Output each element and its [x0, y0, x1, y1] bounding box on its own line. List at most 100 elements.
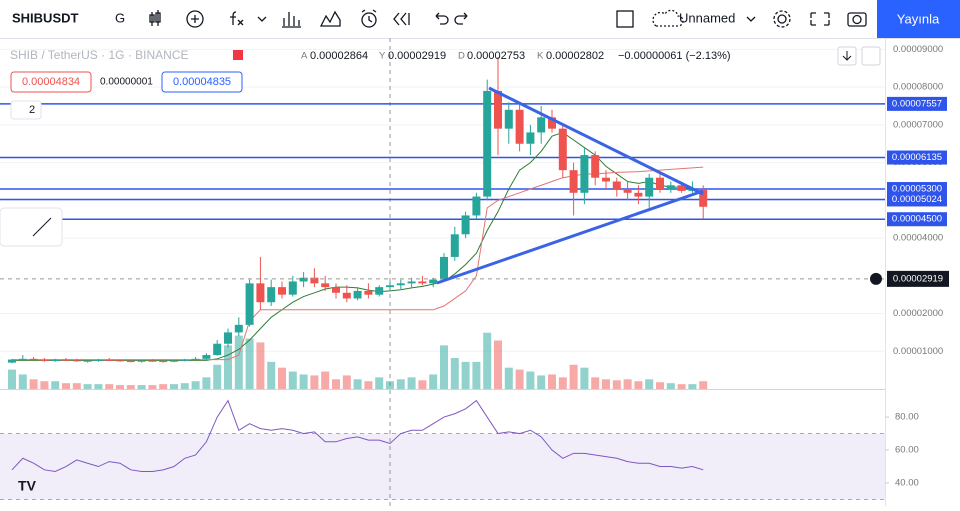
volume-bar	[105, 384, 114, 389]
y-tick-label: 0.00001000	[893, 346, 943, 357]
candle-body	[51, 359, 60, 361]
change: −0.00000061 (−2.13%)	[618, 50, 731, 62]
candle-body	[558, 128, 567, 171]
candle-body	[612, 181, 621, 190]
volume-bar	[677, 384, 686, 389]
close-value: 0.00002802	[546, 50, 604, 62]
triangle-drawing	[436, 86, 704, 285]
volume-bar	[332, 379, 340, 389]
candle-body	[105, 359, 114, 361]
volume-bar	[429, 374, 438, 389]
volume-bar	[321, 371, 330, 389]
candle-body	[645, 177, 654, 197]
volume-bar	[407, 377, 416, 389]
candle-body	[191, 358, 200, 360]
candle-body	[364, 290, 373, 295]
candle-body	[180, 359, 189, 361]
candle-body	[310, 277, 319, 284]
volume-bar	[18, 374, 27, 389]
candle-body	[396, 283, 405, 286]
volume-bar	[450, 357, 459, 389]
candle-body	[375, 287, 384, 295]
toolbar-icons[interactable]	[149, 9, 867, 28]
sell-price[interactable]: 0.00004834	[22, 76, 80, 88]
level-label: 0.00005024	[892, 194, 942, 205]
candle-body	[29, 358, 38, 360]
candle-body	[461, 215, 470, 235]
volume-bar	[396, 379, 405, 389]
candle-body	[137, 360, 146, 362]
layout-name[interactable]: Unnamed	[679, 10, 735, 25]
candle-body	[299, 277, 308, 282]
buy-price[interactable]: 0.00004835	[173, 76, 231, 88]
volume-bar	[342, 375, 351, 389]
candle-body	[666, 185, 675, 190]
indicators-count[interactable]: 2	[29, 104, 35, 116]
candle-body	[515, 109, 524, 144]
publish-label[interactable]: Yayınla	[897, 11, 940, 26]
candle-body	[526, 132, 535, 144]
candle-body	[656, 177, 664, 190]
level-tag	[887, 96, 947, 111]
volume-bar	[148, 385, 157, 389]
interval[interactable]: G	[115, 10, 125, 25]
candle-body	[62, 359, 70, 361]
volume-bar	[656, 382, 664, 389]
volume-bar	[40, 381, 49, 389]
trend-line-icon[interactable]	[32, 217, 52, 237]
close-label: K	[537, 51, 544, 62]
candle-body	[407, 281, 416, 284]
candle-body	[418, 281, 427, 284]
volume-bar	[159, 384, 168, 389]
symbol[interactable]: SHIBUSDT	[12, 10, 79, 25]
volume-bar	[256, 342, 265, 389]
volume-bar	[310, 375, 319, 389]
legend-title: SHIB / TetherUS · 1G · BINANCE	[10, 48, 189, 62]
volume-bar	[29, 379, 38, 389]
volume-bar	[137, 385, 146, 389]
candle-body	[83, 360, 92, 362]
market-flag	[233, 50, 243, 60]
volume-bar	[472, 361, 481, 389]
candle-body	[623, 189, 632, 193]
drawing-tool[interactable]	[0, 207, 63, 247]
candle-body	[472, 196, 481, 216]
level-tag	[887, 192, 947, 207]
y-tick-label: 0.00008000	[893, 82, 943, 93]
volume-bar	[234, 335, 243, 389]
candle-body	[699, 189, 708, 207]
volume-bar	[202, 377, 211, 389]
sell-box[interactable]	[10, 71, 92, 93]
volume-bar	[8, 369, 16, 389]
volume-bar	[602, 379, 610, 389]
candle-body	[440, 256, 448, 280]
volume-bar	[483, 332, 492, 389]
volume-bar	[623, 379, 632, 389]
candle-body	[386, 285, 394, 288]
level-tag	[887, 150, 947, 165]
publish-button[interactable]	[877, 0, 960, 38]
candle-body	[170, 360, 178, 362]
volume-bar	[213, 364, 222, 389]
level-label: 0.00007557	[892, 98, 942, 109]
candle-body	[537, 117, 546, 133]
y-tick-label: 0.00004000	[893, 233, 943, 244]
volume-bar	[666, 383, 675, 389]
candle-body	[591, 155, 600, 178]
rsi-line	[11, 399, 704, 472]
volume-bar	[267, 361, 276, 389]
volume-bar	[580, 367, 589, 389]
rsi-tick-label: 80.00	[895, 412, 919, 423]
arrow-icon[interactable]	[842, 51, 852, 61]
volume-bar	[526, 371, 535, 389]
maximize[interactable]	[861, 46, 881, 66]
volume-bar	[386, 381, 394, 389]
buy-box[interactable]	[161, 71, 243, 93]
candle-body	[126, 361, 135, 363]
candle-body	[18, 358, 27, 360]
volume-bar	[364, 381, 373, 389]
rsi-tick-label: 40.00	[895, 478, 919, 489]
indicators-toggle[interactable]	[10, 100, 42, 120]
spread: 0.00000001	[100, 77, 153, 88]
volume-bar	[51, 381, 60, 389]
